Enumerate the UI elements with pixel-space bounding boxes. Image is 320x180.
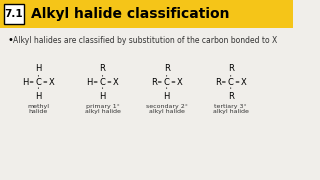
Text: X: X	[241, 78, 246, 87]
Text: primary 1°
alkyl halide: primary 1° alkyl halide	[84, 104, 120, 114]
Text: R: R	[100, 64, 106, 73]
Text: R: R	[228, 64, 234, 73]
Text: tertiary 3°
alkyl halide: tertiary 3° alkyl halide	[213, 104, 249, 114]
Text: C: C	[164, 78, 170, 87]
Text: C: C	[100, 78, 106, 87]
Text: H: H	[35, 91, 42, 100]
Text: C: C	[228, 78, 234, 87]
Text: •: •	[7, 35, 13, 45]
Text: 7.1: 7.1	[4, 9, 23, 19]
Text: R: R	[164, 64, 170, 73]
Text: H: H	[99, 91, 106, 100]
Text: R: R	[228, 91, 234, 100]
Text: X: X	[112, 78, 118, 87]
Text: H: H	[22, 78, 29, 87]
Text: methyl
halide: methyl halide	[28, 104, 50, 114]
Text: H: H	[35, 64, 42, 73]
FancyBboxPatch shape	[0, 0, 293, 28]
Text: X: X	[177, 78, 182, 87]
Text: secondary 2°
alkyl halide: secondary 2° alkyl halide	[146, 104, 188, 114]
Text: Alkyl halides are classified by substitution of the carbon bonded to X: Alkyl halides are classified by substitu…	[13, 35, 277, 44]
Text: Alkyl halide classification: Alkyl halide classification	[31, 7, 230, 21]
Text: R: R	[215, 78, 221, 87]
Text: H: H	[86, 78, 93, 87]
Text: X: X	[48, 78, 54, 87]
Text: H: H	[164, 91, 170, 100]
Text: R: R	[151, 78, 157, 87]
FancyBboxPatch shape	[4, 4, 24, 24]
Text: C: C	[36, 78, 41, 87]
